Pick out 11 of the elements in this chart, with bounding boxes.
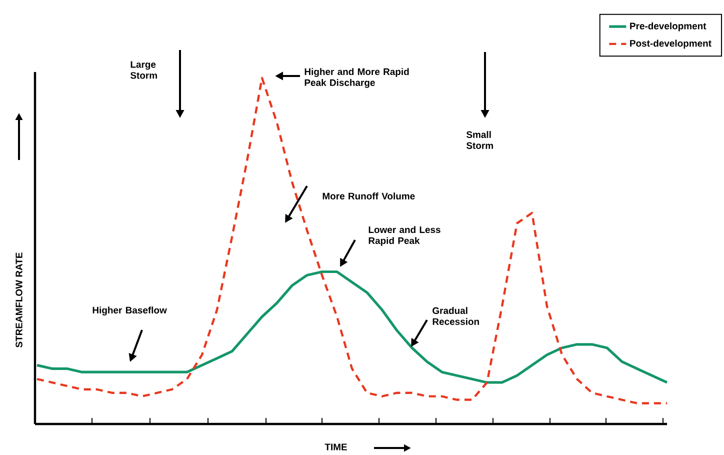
x-axis-title: TIME bbox=[324, 444, 347, 450]
annotation: Lower and Less Rapid Peak bbox=[368, 226, 440, 246]
annotation: More Runoff Volume bbox=[322, 192, 415, 200]
annotation: Higher and More Rapid Peak Discharge bbox=[304, 68, 409, 88]
annotation: Gradual Recession bbox=[432, 307, 479, 325]
legend-label: Pre-development bbox=[630, 22, 706, 32]
annotation: Large Storm bbox=[130, 61, 157, 79]
annotation: Small Storm bbox=[466, 131, 493, 149]
y-axis-title: STREAMFLOW RATE bbox=[16, 252, 22, 348]
legend-label: Post-development bbox=[630, 40, 712, 49]
annotation: Higher Baseflow bbox=[92, 306, 167, 316]
